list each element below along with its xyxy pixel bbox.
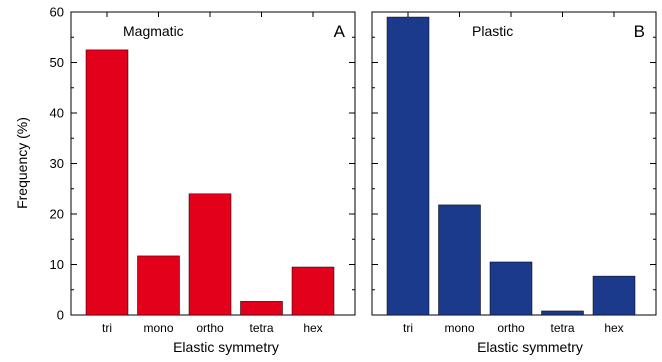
x-tick-label: mono xyxy=(143,321,173,335)
bar-mono xyxy=(137,255,180,316)
y-tick-label: 40 xyxy=(50,106,64,121)
y-tick-label: 60 xyxy=(50,5,64,20)
x-tick-label: tri xyxy=(403,321,413,335)
bar-tetra xyxy=(541,310,584,316)
panel-plastic: tri mono ortho tetra hex Plastic B Elastic s… xyxy=(371,11,657,355)
panel-title: Plastic xyxy=(472,23,513,39)
y-tick-label: 10 xyxy=(50,257,64,272)
tick-group: tri mono ortho tetra hex xyxy=(372,12,656,335)
y-tick-label: 30 xyxy=(50,156,64,171)
bar-group xyxy=(386,16,636,316)
x-tick-label: ortho xyxy=(196,321,224,335)
bar-hex xyxy=(592,275,636,316)
panel-letter: B xyxy=(634,22,645,41)
bar-tri xyxy=(386,16,430,316)
bar-group xyxy=(85,49,335,316)
bar-ortho xyxy=(188,193,232,316)
bar-ortho xyxy=(489,261,533,316)
panel-magmatic: 0 10 20 30 40 50 60 tri mono ortho tetra hex Magmat… xyxy=(50,5,356,355)
y-axis-label: Frequency (%) xyxy=(14,117,30,209)
x-tick-label: tetra xyxy=(249,321,273,335)
bar-tri xyxy=(85,49,129,316)
y-tick-label: 50 xyxy=(50,55,64,70)
x-axis-label: Elastic symmetry xyxy=(173,339,279,355)
panel-title: Magmatic xyxy=(123,23,184,39)
y-tick-label: 20 xyxy=(50,207,64,222)
bar-tetra xyxy=(240,301,283,316)
x-axis-label: Elastic symmetry xyxy=(477,339,583,355)
x-tick-label: hex xyxy=(303,321,322,335)
x-tick-label: ortho xyxy=(497,321,525,335)
x-tick-label: hex xyxy=(604,321,623,335)
panel-letter: A xyxy=(334,22,346,41)
tick-group: 0 10 20 30 40 50 60 tri mono ortho tetra hex xyxy=(50,5,355,335)
bar-hex xyxy=(291,266,335,316)
x-tick-label: mono xyxy=(444,321,474,335)
x-tick-label: tetra xyxy=(550,321,574,335)
y-tick-label: 0 xyxy=(57,308,64,323)
x-tick-label: tri xyxy=(102,321,112,335)
bar-mono xyxy=(438,204,481,316)
